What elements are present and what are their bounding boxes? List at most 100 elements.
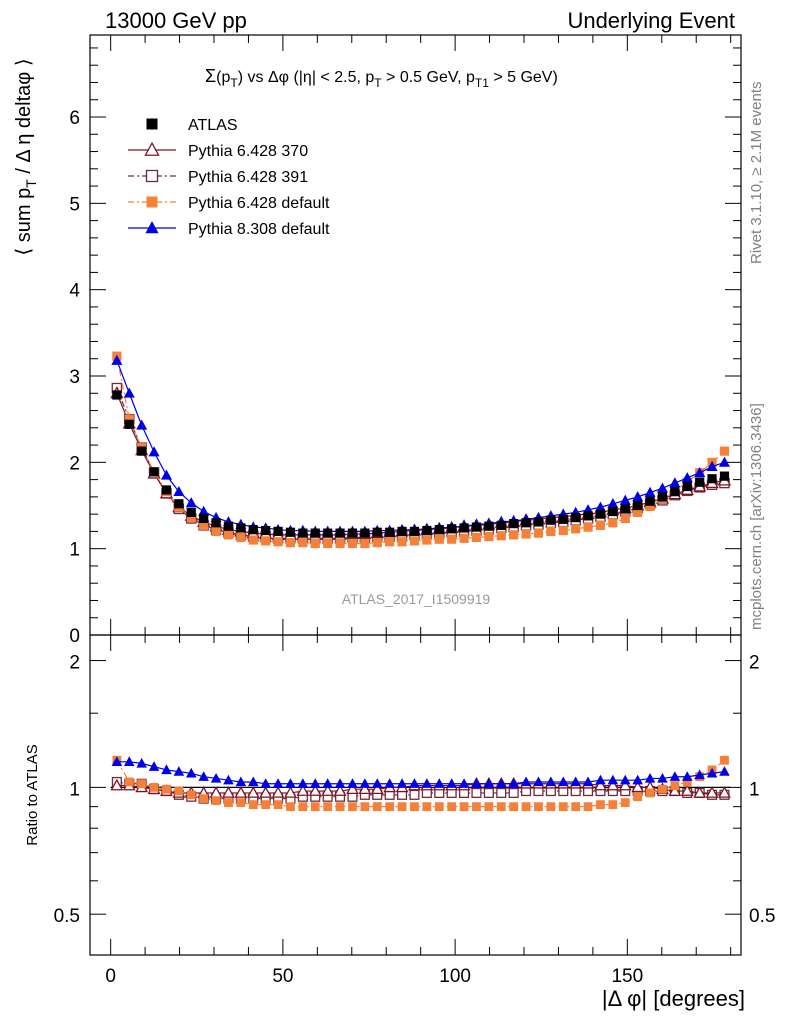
main-data-point [160,469,172,480]
ratio-data-point [346,782,359,795]
ratio-data-point [422,802,432,812]
main-data-point [310,538,320,549]
main-data-point [173,485,185,497]
ratio-y-tick-label: 2 [69,653,80,674]
main-data-point [670,487,680,497]
main-data-point [583,511,593,521]
ratio-data-point [483,787,494,798]
main-data-point [718,456,730,467]
main-data-point [496,531,506,541]
ratio-data-point [495,778,507,788]
ratio-data-point [198,771,209,781]
main-data-point [385,527,395,537]
ratio-data-point [360,802,370,812]
ratio-data-point [385,802,395,812]
ratio-series-pythia-6-428-default [112,755,729,812]
ratio-data-point [298,802,308,812]
ratio-data-point [718,786,731,798]
ratio-data-point [472,802,481,812]
ratio-y-axis-label: Ratio to ATLAS [24,744,41,845]
ratio-data-point [235,776,247,787]
ratio-data-point [410,802,419,812]
x-tick-label: 50 [272,966,293,987]
ratio-data-point [680,784,694,796]
ratio-data-point [669,771,681,781]
ratio-data-point [644,772,656,783]
main-data-point [682,481,692,492]
ratio-y-tick-label-right: 0.5 [749,906,775,927]
ratio-data-point [657,772,668,783]
main-data-point [186,507,196,518]
legend-entry: Pythia 6.428 370 [128,141,308,160]
ratio-data-point [446,778,457,788]
main-data-point [620,513,630,524]
ratio-series-pythia-8-308-default [111,756,730,788]
ratio-data-point [323,802,333,812]
ratio-data-point [594,778,607,791]
main-data-point [719,446,730,456]
main-data-point [422,535,432,545]
rivet-label: Rivet 3.1.10, ≥ 2.1M events [748,82,765,265]
main-data-point [123,387,135,398]
ratio-data-point [347,778,358,788]
main-data-point [137,446,147,456]
main-series-pythia-6-428-default [112,351,730,549]
ratio-data-point [583,802,593,812]
ratio-data-point [706,767,718,778]
main-data-point [707,474,717,484]
ratio-data-point [224,798,233,808]
mcplots-label: mcplots.cern.ch [arXiv:1306.3436] [748,403,765,630]
ratio-data-point [631,780,645,793]
ratio-data-point [310,802,320,812]
ratio-y-tick-label: 0.5 [54,906,80,927]
main-axes: 0 1 2 3 4 5 6 [69,35,741,647]
ratio-data-point [234,786,248,798]
main-data-point [298,538,308,548]
x-axis-label: |Δ φ| [degrees] [602,986,745,1011]
ratio-data-point [209,786,223,798]
ratio-data-point [261,800,271,810]
ratio-data-point [520,776,532,787]
legend-label: ATLAS [188,117,238,134]
ratio-data-point [371,778,383,788]
main-data-point [148,446,160,457]
main-data-point [619,494,631,505]
main-data-point [633,500,643,511]
ratio-data-point [397,802,407,812]
legend-label: Pythia 8.308 default [188,221,330,238]
main-data-point [385,537,395,547]
main-data-point [558,525,568,536]
ratio-data-point [484,802,494,812]
main-data-point [509,530,519,540]
ratio-data-point [123,756,135,766]
main-y-tick-label: 6 [69,108,80,129]
legend-entry: Pythia 8.308 default [128,221,330,238]
ratio-data-point [285,778,296,788]
main-data-point [186,512,196,523]
header-left: 13000 GeV pp [105,8,247,33]
main-data-point [161,485,172,495]
main-data-point [645,501,655,511]
ratio-data-point [222,786,235,798]
ratio-data-point [335,802,345,812]
ratio-data-point [557,776,569,787]
ratio-data-point [608,800,618,810]
main-data-point [236,523,246,533]
ratio-data-point [297,778,309,788]
ratio-data-point [618,778,632,791]
ratio-data-point [236,798,246,808]
main-data-point [484,521,494,531]
ratio-data-point [246,786,260,798]
ratio-data-point [682,777,692,787]
ratio-data-point [471,787,482,798]
main-data-point [496,520,506,530]
main-data-point [447,534,457,544]
legend-marker [144,141,160,156]
main-data-point [571,524,581,534]
ratio-data-point [284,786,297,798]
ratio-data-point [534,802,543,812]
ratio-data-point [286,802,295,812]
ratio-axes: 0.5 0.5 1 1 2 2 0 50 100 150 [54,635,775,987]
main-data-point [149,467,159,477]
